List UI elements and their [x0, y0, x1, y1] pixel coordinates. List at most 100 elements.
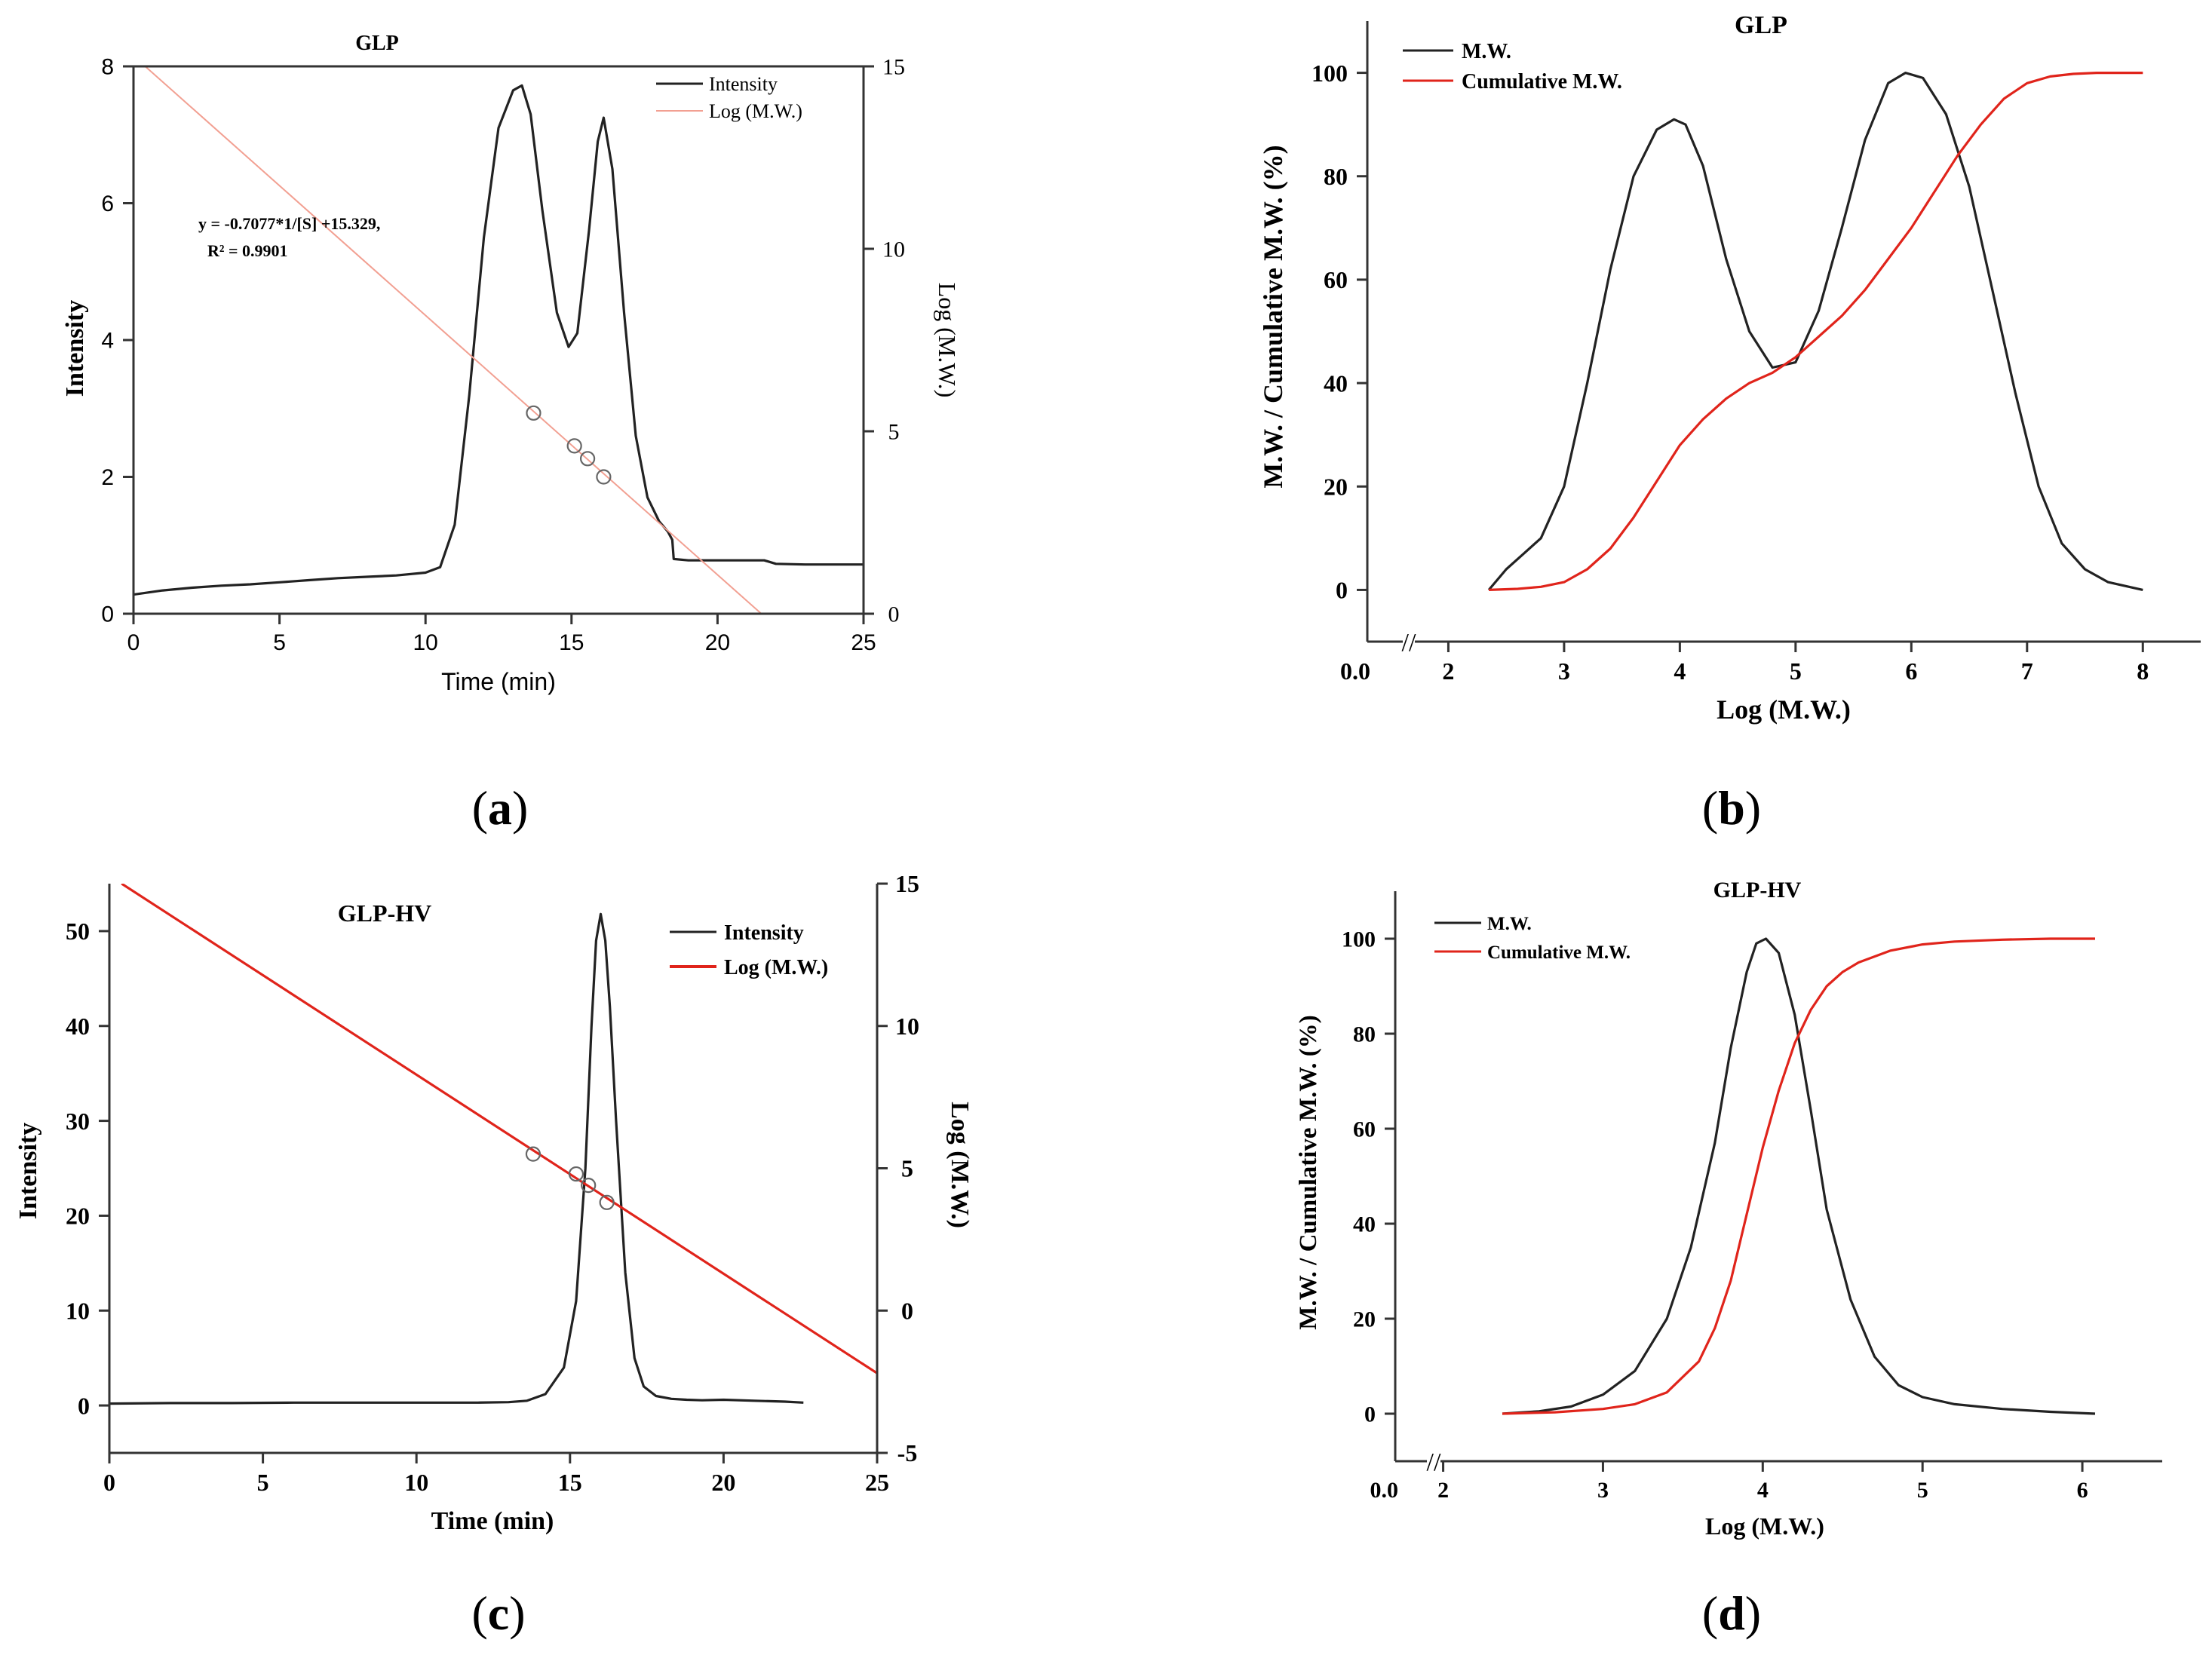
legend-label-mw: M.W.: [1462, 40, 1511, 63]
panel-a-fit-equation: y = -0.7077*1/[S] +15.329,: [198, 214, 380, 233]
y-tick-label: 2: [101, 465, 114, 490]
x-tick-label: 2: [1437, 1478, 1449, 1503]
y2-tick-label: 0: [901, 1297, 913, 1324]
calibration-point: [596, 469, 612, 485]
x-tick-label: 0: [127, 630, 140, 655]
y-tick-label: 100: [1312, 60, 1348, 87]
y2-tick-label: 15: [882, 55, 905, 80]
calibration-point: [599, 1194, 615, 1210]
y2-tick-label: 10: [895, 1013, 919, 1040]
panel-d-axis-break: //: [1427, 1448, 1441, 1476]
y-tick-label: 10: [66, 1297, 90, 1324]
calibration-point: [581, 1178, 597, 1194]
x-tick-label: 25: [851, 630, 876, 655]
panel-b-title: GLP: [1735, 11, 1787, 39]
series-line-intensity: [109, 912, 804, 1405]
x-tick-label: 7: [2021, 657, 2033, 685]
y-tick-label: 4: [101, 329, 114, 354]
x-tick-label: 8: [2137, 657, 2149, 685]
panel-d-ticks: 2 3 4 5 6 0.0 0 20 40 60 80 100: [1342, 927, 2088, 1503]
panel-b: 2 3 4 5 6 7 8 0.0 0 20 40 60 80 100 // GLP Log (M.W.)…: [1258, 11, 2201, 835]
panel-b-axis-break: //: [1402, 629, 1416, 657]
panel-a: 0 5 10 15 20 25 0 2 4 6 8 0 5 10 15 GLP Time (min) Int…: [61, 32, 961, 835]
y-tick-label: 0: [101, 602, 114, 627]
panel-c-legend: Intensity Log (M.W.): [670, 921, 828, 979]
y-tick-label: 40: [1324, 369, 1348, 397]
panel-a-axes-frame: [132, 65, 865, 615]
panel-a-title: GLP: [355, 32, 399, 55]
x-tick-label: 15: [559, 630, 584, 655]
legend-label-intensity: Intensity: [724, 921, 804, 945]
panel-a-legend: Intensity Log (M.W.): [656, 73, 802, 122]
x-tick-label: 10: [404, 1469, 428, 1496]
x-tick-label: 4: [1757, 1478, 1769, 1503]
panel-b-xlabel: Log (M.W.): [1717, 694, 1851, 725]
y-tick-label: 80: [1324, 163, 1348, 190]
panel-b-ticks: 2 3 4 5 6 7 8 0.0 0 20 40 60 80 100: [1312, 60, 2149, 685]
legend-label-logmw: Log (M.W.): [724, 956, 828, 979]
y2-tick-label: -5: [897, 1439, 918, 1466]
y-tick-label: 50: [66, 918, 90, 945]
panel-b-legend: M.W. Cumulative M.W.: [1403, 40, 1622, 93]
x-tick-label-origin: 0.0: [1370, 1478, 1399, 1503]
y-tick-label: 30: [66, 1108, 90, 1135]
series-line-m-w-: [1487, 72, 2143, 591]
y-tick-label: 100: [1342, 927, 1376, 952]
panel-c-xlabel: Time (min): [431, 1507, 554, 1535]
panel-a-ylabel: Intensity: [61, 300, 89, 397]
panel-a-letter: (a): [472, 781, 529, 835]
panel-d-ylabel: M.W. / Cumulative M.W. (%): [1295, 1015, 1322, 1329]
x-tick-label: 4: [1674, 657, 1686, 685]
y-tick-label: 6: [101, 192, 114, 216]
panel-d-xlabel: Log (M.W.): [1705, 1512, 1824, 1540]
panel-a-fit-r2: R² = 0.9901: [207, 241, 288, 260]
y-tick-label: 0: [1336, 577, 1348, 604]
y-tick-label: 8: [101, 55, 114, 80]
series-line-log-m-w-: [144, 66, 762, 614]
x-tick-label: 3: [1597, 1478, 1609, 1503]
panel-d-letter: (d): [1702, 1586, 1761, 1640]
x-tick-label: 5: [257, 1469, 269, 1496]
x-tick-label: 20: [705, 630, 730, 655]
calibration-point: [526, 405, 541, 421]
x-tick-label: 6: [1905, 657, 1917, 685]
panel-c-ylabel: Intensity: [14, 1123, 42, 1219]
calibration-point: [568, 1166, 584, 1182]
series-line-m-w-: [1502, 937, 2096, 1415]
y-tick-label: 40: [66, 1013, 90, 1040]
x-tick-label: 2: [1442, 657, 1454, 685]
y2-tick-label: 10: [882, 238, 905, 262]
x-tick-label: 6: [2077, 1478, 2088, 1503]
panel-a-y2label: Log (M.W.): [934, 283, 961, 398]
x-tick-label: 15: [558, 1469, 582, 1496]
panel-d-marks: [1502, 937, 2096, 1415]
x-tick-label: 0: [103, 1469, 115, 1496]
y2-tick-label: 5: [901, 1155, 913, 1182]
legend-label-logmw: Log (M.W.): [709, 100, 802, 122]
y-tick-label: 0: [78, 1392, 90, 1419]
y-tick-label: 20: [1324, 473, 1348, 500]
y2-tick-label: 5: [888, 420, 900, 445]
legend-label-mw: M.W.: [1487, 914, 1532, 934]
panel-c: 0 5 10 15 20 25 0 10 20 30 40 50 -5 0 5 10 15 GLP-HV Tim…: [14, 870, 974, 1640]
y-tick-label: 80: [1353, 1022, 1376, 1047]
panel-c-ticks: 0 5 10 15 20 25 0 10 20 30 40 50 -5 0 5 10 15: [66, 870, 919, 1496]
x-tick-label: 25: [865, 1469, 889, 1496]
series-line-log-m-w-: [121, 884, 877, 1374]
panel-c-y2label: Log (M.W.): [946, 1102, 974, 1228]
calibration-point: [579, 451, 596, 467]
panel-a-xlabel: Time (min): [441, 668, 556, 695]
x-tick-label: 20: [711, 1469, 735, 1496]
y-tick-label: 0: [1364, 1402, 1376, 1427]
panel-c-marks: [109, 884, 877, 1405]
legend-label-cumulative: Cumulative M.W.: [1462, 70, 1622, 93]
panel-d: 2 3 4 5 6 0.0 0 20 40 60 80 100 // GLP-HV Log (M.W.…: [1295, 878, 2162, 1640]
y-tick-label: 20: [66, 1203, 90, 1230]
x-tick-label: 5: [273, 630, 286, 655]
series-line-intensity: [133, 84, 864, 596]
panel-a-marks: [133, 66, 864, 614]
x-tick-label: 5: [1790, 657, 1802, 685]
panel-d-legend: M.W. Cumulative M.W.: [1434, 914, 1631, 963]
y-tick-label: 60: [1353, 1117, 1376, 1142]
panel-a-ticks: 0 5 10 15 20 25 0 2 4 6 8 0 5 10 15: [101, 55, 905, 656]
